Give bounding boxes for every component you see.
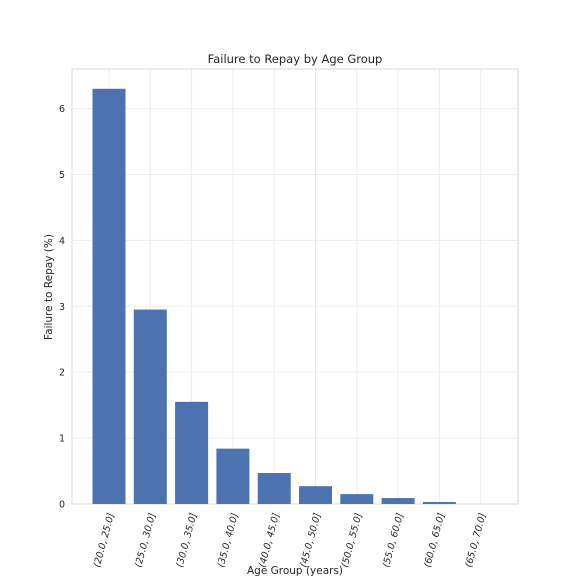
- y-tick-label: 5: [59, 170, 65, 181]
- y-tick-label: 0: [59, 500, 65, 511]
- bar: [92, 88, 126, 504]
- y-tick-label: 2: [59, 368, 65, 379]
- grid-lines: [72, 69, 518, 505]
- bar: [422, 502, 456, 504]
- x-tick-label: (45.0, 50.0]: [298, 512, 323, 569]
- bars: [92, 88, 456, 504]
- bar: [340, 494, 374, 504]
- y-tick-label: 4: [59, 236, 65, 247]
- x-tick-label: (30.0, 35.0]: [174, 512, 199, 569]
- x-tick-label: (25.0, 30.0]: [133, 512, 158, 569]
- x-tick-label: (55.0, 60.0]: [381, 512, 406, 569]
- x-axis-label: Age Group (years): [247, 565, 343, 576]
- x-tick-labels: (20.0, 25.0] (25.0, 30.0] (30.0, 35.0] (35.…: [92, 512, 489, 569]
- x-tick-label: (50.0, 55.0]: [340, 512, 365, 569]
- bar: [133, 309, 167, 504]
- bar: [257, 473, 291, 504]
- x-tick-label: (20.0, 25.0]: [92, 512, 117, 569]
- chart-title: Failure to Repay by Age Group: [208, 52, 383, 66]
- x-tick-label: (40.0, 45.0]: [257, 512, 282, 569]
- y-tick-label: 1: [59, 434, 65, 445]
- y-tick-labels: 0 1 2 3 4 5 6: [59, 104, 65, 510]
- x-tick-label: (60.0, 65.0]: [422, 512, 447, 569]
- bar: [175, 401, 209, 504]
- bar: [381, 498, 415, 504]
- x-tick-label: (65.0, 70.0]: [464, 512, 489, 569]
- y-tick-label: 3: [59, 302, 65, 313]
- plot-area-frame: [71, 68, 519, 505]
- bar: [216, 448, 250, 504]
- y-tick-label: 6: [59, 104, 65, 115]
- y-axis-label: Failure to Repay (%): [43, 234, 55, 340]
- bar: [299, 486, 332, 504]
- x-tick-label: (35.0, 40.0]: [216, 512, 241, 569]
